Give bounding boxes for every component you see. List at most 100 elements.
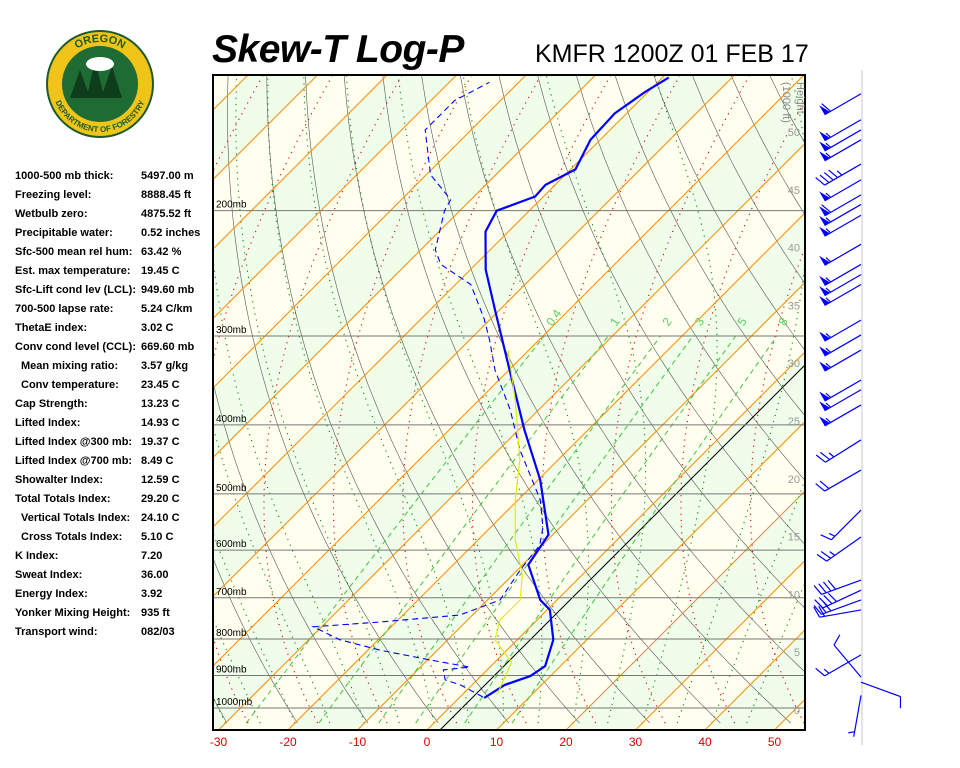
svg-text:OREGON: OREGON	[73, 33, 128, 52]
wind-barb-pennant	[819, 141, 830, 151]
stat-row: Precipitable water: 0.52 inches	[15, 226, 215, 245]
wind-barb	[819, 274, 862, 297]
stat-label: Precipitable water:	[15, 227, 113, 239]
stat-value: 0.52 inches	[141, 227, 201, 239]
dry-adiabat	[498, 75, 805, 609]
mixing-ratio-line	[415, 335, 694, 724]
saturated-adiabat	[749, 246, 805, 724]
wind-barb-feather	[833, 634, 841, 646]
stat-row: Est. max temperature: 19.45 C	[15, 264, 215, 283]
mixing-ratio-line	[245, 335, 545, 724]
x-tick-label: 40	[698, 735, 712, 749]
wind-barb-staff	[824, 274, 862, 297]
wind-barb-staff	[824, 334, 862, 357]
wind-barb-feather	[822, 581, 832, 592]
stat-label: Yonker Mixing Height:	[15, 607, 131, 619]
stat-label: Est. max temperature:	[15, 265, 131, 277]
wind-barb-feather	[815, 483, 826, 492]
stat-value: 7.20	[141, 550, 163, 562]
wind-barb-pennant	[819, 275, 830, 286]
isobar-label: 1000mb	[216, 697, 253, 708]
stat-label: Showalter Index:	[15, 474, 104, 486]
stat-label: Freezing level:	[15, 189, 92, 201]
wind-barb-half-feather	[825, 347, 832, 353]
wind-barb-feather	[822, 601, 832, 612]
wind-barb-pennant	[819, 286, 830, 296]
stat-label: Vertical Totals Index:	[21, 512, 131, 524]
saturated-adiabat	[332, 75, 473, 724]
wind-barb-pennant	[819, 131, 830, 141]
moist-adiabat	[303, 75, 470, 724]
oregon-forestry-logo: OREGON DEPARTMENT OF FORESTRY	[46, 30, 154, 138]
wind-barb-staff	[821, 599, 862, 615]
wind-barb-staff	[824, 163, 862, 186]
stat-row: Energy Index: 3.92	[15, 587, 215, 606]
stat-value: 082/03	[141, 626, 175, 638]
dry-adiabat	[266, 75, 510, 724]
stat-value: 8.49 C	[141, 455, 174, 467]
wind-barb-staff	[824, 263, 862, 286]
wind-barb-half-feather	[825, 142, 832, 148]
x-tick-label: 0	[424, 735, 431, 749]
stat-value: 949.60 mb	[141, 284, 195, 296]
stat-label: Sfc-Lift cond lev (LCL):	[15, 284, 136, 296]
wind-barb-staff	[826, 536, 862, 562]
wind-barb-pennant	[819, 151, 830, 161]
wind-barb-half-feather	[825, 257, 832, 263]
wind-barb-staff	[833, 644, 862, 678]
isotherm	[213, 75, 596, 459]
wind-barb	[819, 214, 862, 237]
stat-value: 5497.00 m	[141, 170, 194, 182]
stat-value: 24.10 C	[141, 512, 180, 524]
height-tick-label: 45	[788, 185, 800, 197]
wind-barb-feather	[813, 604, 822, 615]
isotherm	[357, 281, 805, 730]
wind-barb-staff	[825, 439, 862, 463]
isotherm	[213, 75, 388, 250]
wind-barb-feather	[820, 551, 832, 559]
wind-barb-pennant	[819, 391, 830, 402]
dry-adiabat	[459, 75, 805, 673]
wind-barb-staff	[830, 509, 862, 541]
wind-barb-feather	[821, 103, 832, 112]
stat-row: Yonker Mixing Height: 935 ft	[15, 606, 215, 625]
stat-row: Lifted Index @700 mb: 8.49 C	[15, 454, 215, 473]
wind-barb-pennant	[819, 191, 830, 201]
stat-value: 29.20 C	[141, 493, 180, 505]
wind-barb	[819, 263, 862, 286]
x-tick-label: -20	[279, 735, 297, 749]
wind-barb-feather	[818, 603, 827, 614]
wind-barb-feather	[815, 454, 826, 463]
isotherm	[213, 75, 527, 389]
wind-barb-staff	[824, 93, 862, 116]
isobar-label: 200mb	[216, 200, 247, 211]
wind-barb-staff	[824, 349, 862, 372]
stat-value: 36.00	[141, 569, 169, 581]
isobar-label: 900mb	[216, 664, 247, 675]
wind-barb-feather	[819, 174, 830, 184]
wind-barb	[815, 469, 862, 492]
wind-barb-half-feather	[825, 362, 832, 369]
wind-barb	[819, 243, 862, 266]
stat-value: 63.42 %	[141, 246, 182, 258]
wind-barb-pennant	[819, 296, 830, 306]
wind-barb-pennant	[819, 331, 830, 342]
wind-barb-half-feather	[825, 402, 832, 408]
wind-barb-pennant	[819, 416, 830, 426]
stat-label: Wetbulb zero:	[15, 208, 88, 220]
wind-barb-staff	[824, 194, 862, 217]
mixing-ratio-line	[464, 335, 737, 724]
mixing-ratio-line	[378, 335, 662, 724]
wind-barb	[814, 589, 862, 609]
wind-barb-feather	[827, 579, 837, 590]
stat-row: Cap Strength: 13.23 C	[15, 397, 215, 416]
stat-row: Lifted Index @300 mb: 19.37 C	[15, 435, 215, 454]
wind-barb-feather	[827, 592, 837, 603]
stat-value: 13.23 C	[141, 398, 180, 410]
wind-barb-pennant	[819, 215, 830, 226]
wind-barb	[819, 119, 862, 142]
wind-barb-staff	[824, 179, 862, 202]
stat-row: ThetaE index: 3.02 C	[15, 321, 215, 340]
wind-barb	[819, 203, 862, 226]
wind-barb-staff	[824, 203, 862, 226]
